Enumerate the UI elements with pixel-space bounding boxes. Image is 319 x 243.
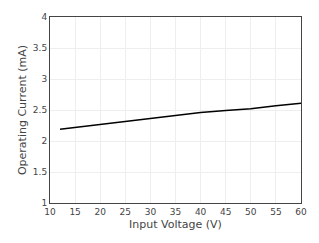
svg-text:3.5: 3.5 <box>33 43 47 53</box>
svg-text:60: 60 <box>295 207 307 217</box>
svg-text:25: 25 <box>120 207 131 217</box>
svg-text:15: 15 <box>69 207 80 217</box>
svg-text:4: 4 <box>41 12 47 22</box>
svg-text:2: 2 <box>41 136 47 146</box>
svg-text:40: 40 <box>195 207 207 217</box>
svg-text:1: 1 <box>41 198 47 208</box>
svg-text:50: 50 <box>245 207 257 217</box>
svg-text:45: 45 <box>220 207 231 217</box>
svg-text:20: 20 <box>94 207 106 217</box>
svg-text:2.5: 2.5 <box>33 105 47 115</box>
svg-text:3: 3 <box>41 74 47 84</box>
svg-text:Operating Current (mA): Operating Current (mA) <box>16 45 29 175</box>
svg-text:30: 30 <box>145 207 157 217</box>
svg-text:Input Voltage (V): Input Voltage (V) <box>129 218 222 231</box>
svg-text:35: 35 <box>170 207 181 217</box>
svg-text:10: 10 <box>44 207 56 217</box>
svg-text:1.5: 1.5 <box>33 167 47 177</box>
svg-text:55: 55 <box>270 207 281 217</box>
